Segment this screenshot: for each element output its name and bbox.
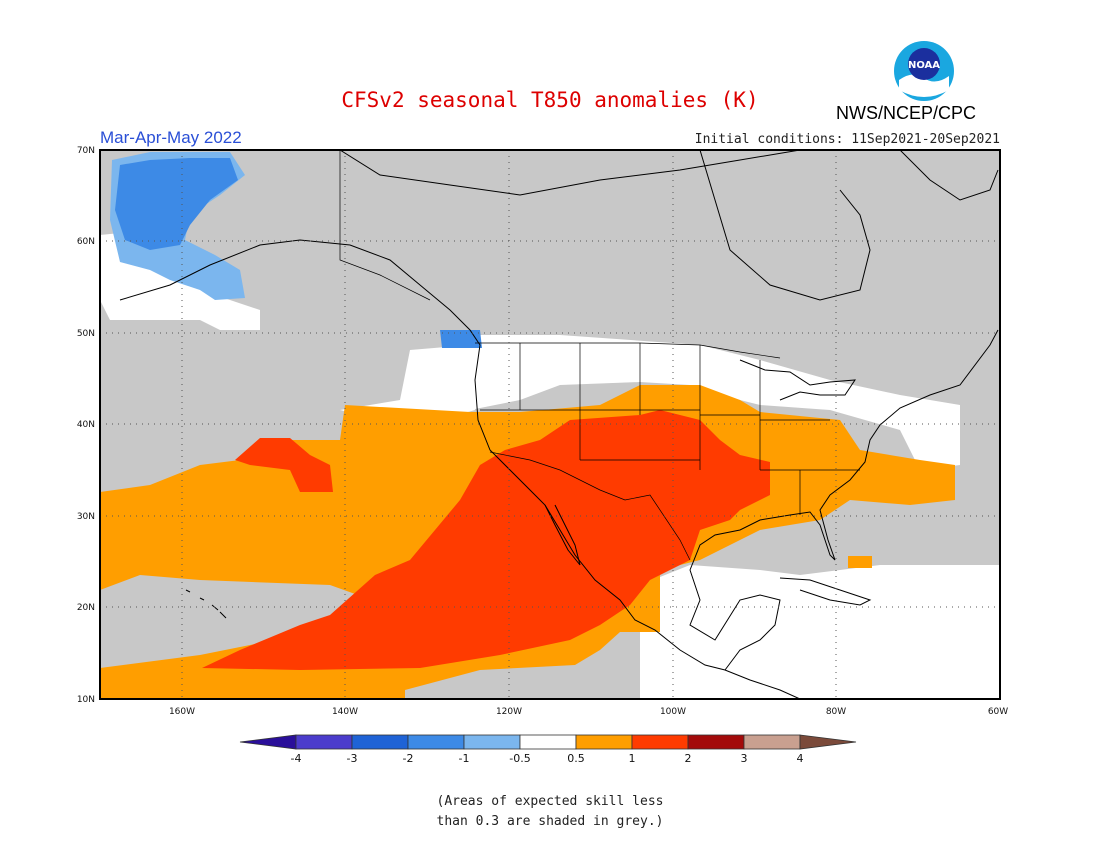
lon-label-140w: 140W [332, 707, 358, 717]
colorbar-label: -1 [459, 752, 470, 765]
logo-text: NOAA [908, 60, 940, 71]
mexico-coastline [689, 569, 781, 671]
colorbar-label: -2 [403, 752, 414, 765]
colorbar-segment [631, 734, 689, 750]
lat-label-60: 60N [77, 237, 95, 247]
us-mexico-border [489, 451, 691, 561]
colorbar-segment [407, 734, 465, 750]
red-region-pacific-patch [235, 438, 333, 492]
lat-label-10: 10N [77, 695, 95, 705]
white-region-us [470, 335, 960, 470]
lat-label-30: 30N [77, 512, 95, 522]
blue-region-alaska [115, 158, 238, 250]
gulf-coastline [689, 329, 999, 571]
colorbar-label: 4 [797, 752, 804, 765]
greenland-coast [899, 150, 999, 201]
political-borders [339, 150, 860, 561]
season-label: Mar-Apr-May 2022 [100, 128, 242, 147]
colorbar-label: -3 [347, 752, 358, 765]
us-canada-border [475, 342, 781, 359]
orange-region-bahamas [848, 556, 872, 568]
colorbar-segment [295, 734, 353, 750]
north-america-coastline [119, 239, 801, 699]
alaska-canada-border [339, 150, 431, 301]
colorbar-segment [687, 734, 745, 750]
colorbar-label: -0.5 [509, 752, 530, 765]
agency-label: NWS/NCEP/CPC [836, 103, 977, 123]
lat-label-40: 40N [77, 420, 95, 430]
colorbar-label: 0.5 [567, 752, 585, 765]
skill-note: (Areas of expected skill less than 0.3 a… [0, 792, 1100, 832]
lon-label-60w: 60W [988, 707, 1008, 717]
hawaii-islands [185, 589, 227, 619]
colorbar-label: -4 [291, 752, 302, 765]
canadian-arctic-coast [339, 150, 801, 196]
great-lakes [739, 359, 856, 401]
red-region-southwest [202, 410, 770, 670]
us-state-borders [480, 343, 860, 515]
skill-note-line-1: (Areas of expected skill less [436, 794, 664, 809]
lon-labels: 160W 140W 120W 100W 80W 60W [169, 707, 1008, 717]
cuba-coastline [779, 577, 872, 606]
blue-region-bc-coast [440, 330, 482, 348]
colorbar-label: 3 [741, 752, 748, 765]
lon-label-100w: 100W [660, 707, 686, 717]
colorbar-label: 2 [685, 752, 692, 765]
colorbar: -4 -3 -2 -1 -0.5 0.5 1 2 3 4 [239, 734, 857, 765]
lon-label-160w: 160W [169, 707, 195, 717]
white-region-caribbean [640, 565, 1000, 699]
white-region-ca-west [340, 345, 475, 425]
lat-label-70: 70N [77, 146, 95, 156]
colorbar-segment [519, 734, 577, 750]
noaa-logo-icon: NOAA [894, 41, 954, 101]
lat-label-50: 50N [77, 329, 95, 339]
initial-conditions-label: Initial conditions: 11Sep2021-20Sep2021 [694, 132, 1000, 147]
colorbar-label: 1 [629, 752, 636, 765]
hudson-bay-coastline [699, 150, 871, 301]
graticule [100, 150, 1000, 699]
coastlines [119, 150, 999, 699]
colorbar-segment [575, 734, 633, 750]
colorbar-segment [743, 734, 801, 750]
map-frame [99, 149, 1001, 700]
lat-labels: 70N 60N 50N 40N 30N 20N 10N [77, 146, 95, 705]
lat-label-20: 20N [77, 603, 95, 613]
baja-coastline [544, 504, 581, 566]
colorbar-segment [463, 734, 521, 750]
skill-note-line-2: than 0.3 are shaded in grey.) [436, 814, 664, 829]
lon-label-80w: 80W [826, 707, 846, 717]
colorbar-low-arrow [239, 734, 297, 750]
lon-label-120w: 120W [496, 707, 522, 717]
map-title: CFSv2 seasonal T850 anomalies (K) [341, 88, 759, 112]
colorbar-high-arrow [799, 734, 857, 750]
colorbar-segment [351, 734, 409, 750]
